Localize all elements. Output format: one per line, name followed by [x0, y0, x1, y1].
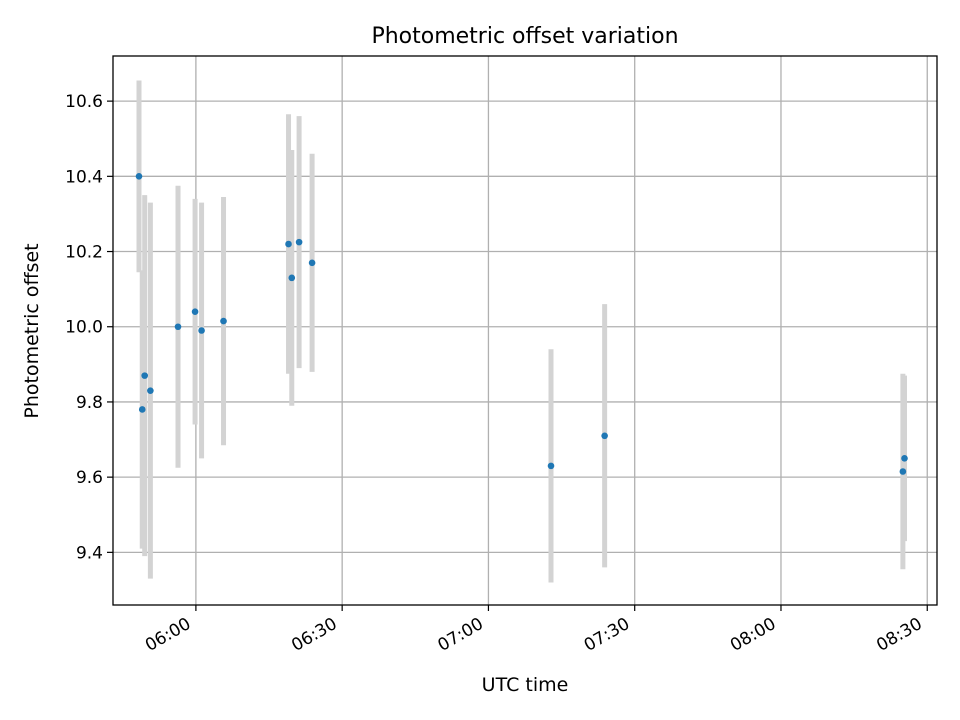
- y-tick-label: 10.4: [65, 167, 103, 187]
- y-tick-label: 10.0: [65, 318, 103, 338]
- chart-title: Photometric offset variation: [371, 24, 678, 49]
- data-point: [295, 238, 303, 246]
- y-tick-label: 10.2: [65, 243, 103, 263]
- data-point: [135, 173, 143, 180]
- y-tick-label: 9.6: [76, 468, 103, 488]
- x-axis-label: UTC time: [482, 674, 569, 696]
- data-point: [220, 317, 227, 325]
- data-point: [191, 308, 199, 315]
- y-axis-ticks: 9.4 9.6 9.8 10.0 10.2 10.4 10.6: [65, 92, 113, 563]
- data-point: [308, 259, 316, 267]
- data-points: [135, 173, 908, 475]
- data-point: [141, 372, 148, 379]
- data-point: [174, 323, 182, 331]
- data-point: [601, 432, 608, 440]
- data-point: [138, 406, 146, 413]
- data-point: [901, 455, 908, 462]
- y-axis-label: Photometric offset: [21, 243, 43, 418]
- y-tick-label: 10.6: [65, 92, 103, 112]
- data-point: [288, 274, 296, 282]
- y-tick-label: 9.8: [76, 393, 103, 413]
- data-point: [899, 468, 907, 475]
- grid: [113, 56, 937, 605]
- data-point: [285, 240, 292, 248]
- y-tick-label: 9.4: [76, 543, 103, 563]
- data-point: [198, 327, 205, 334]
- plot-frame: [112, 55, 938, 606]
- data-point: [147, 387, 154, 394]
- data-point: [547, 462, 555, 470]
